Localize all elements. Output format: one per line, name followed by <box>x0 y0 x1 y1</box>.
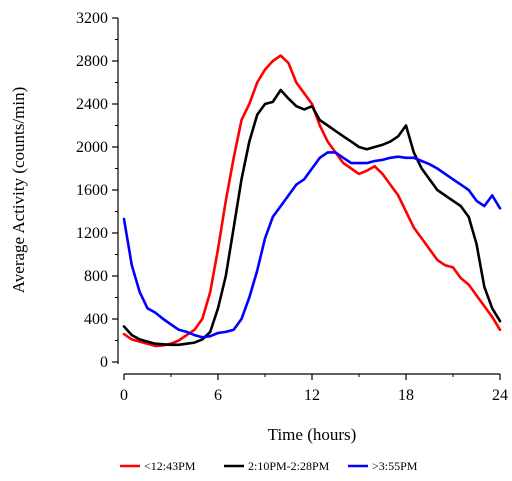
series-line-0 <box>122 54 502 348</box>
y-tick-label: 2400 <box>76 96 108 113</box>
legend-label-2: >3:55PM <box>372 459 418 473</box>
series-layer <box>122 54 502 348</box>
y-axis-title: Average Activity (counts/min) <box>9 87 28 293</box>
y-tick-label: 2800 <box>76 53 108 70</box>
x-tick-label: 24 <box>492 387 508 404</box>
x-tick-label: 18 <box>398 387 414 404</box>
x-tick-label: 12 <box>304 387 320 404</box>
x-tick-label: 6 <box>214 387 222 404</box>
y-tick-label: 1200 <box>76 225 108 242</box>
y-tick-label: 400 <box>84 311 108 328</box>
series-line-2 <box>122 151 502 339</box>
series-line-1 <box>122 88 502 347</box>
x-tick-label: 0 <box>120 387 128 404</box>
axes: 0 400 800 1200 1600 2000 2400 2800 3200 0 6 12 18 24 <box>76 10 508 404</box>
y-tick-label: 1600 <box>76 182 108 199</box>
y-tick-label: 0 <box>100 354 108 371</box>
legend: <12:43PM 2:10PM-2:28PM >3:55PM <box>120 459 418 473</box>
y-tick-label: 3200 <box>76 10 108 27</box>
legend-label-0: <12:43PM <box>144 459 196 473</box>
y-tick-label: 800 <box>84 268 108 285</box>
x-axis-title: Time (hours) <box>268 425 357 444</box>
legend-label-1: 2:10PM-2:28PM <box>248 459 330 473</box>
y-tick-label: 2000 <box>76 139 108 156</box>
